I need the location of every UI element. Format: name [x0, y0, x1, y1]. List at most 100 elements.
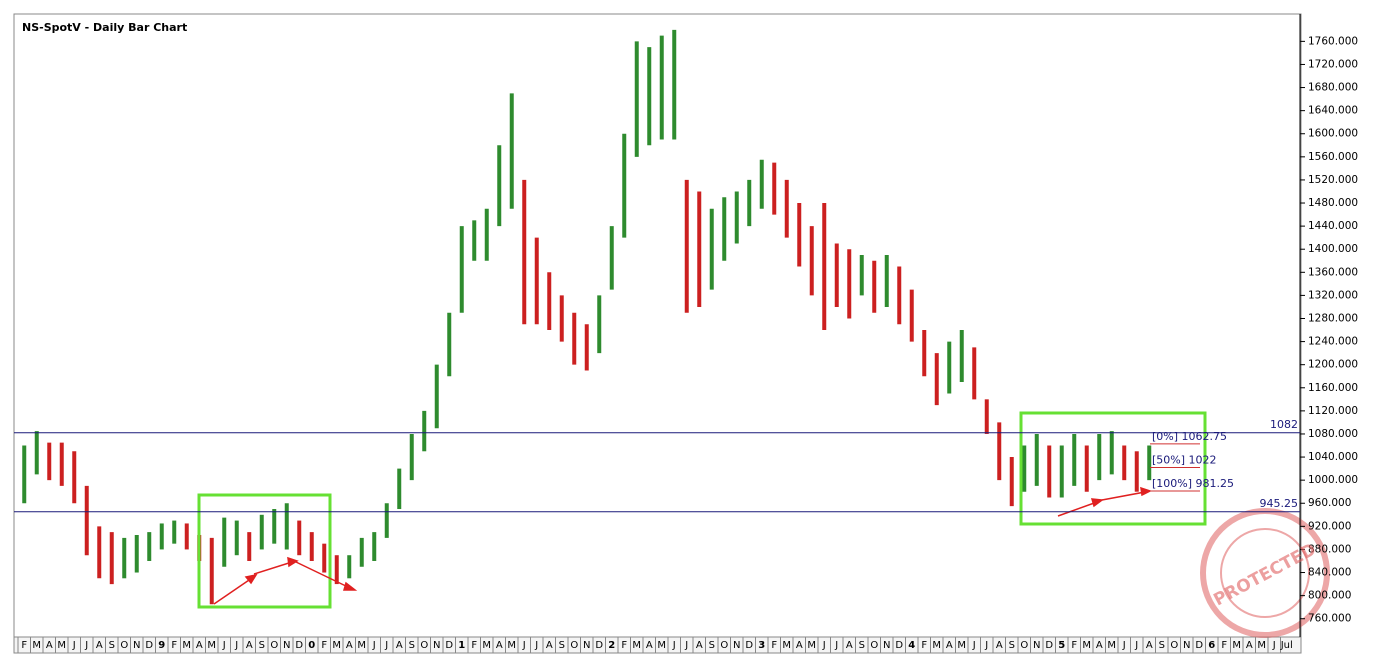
x-tick-label: 2	[608, 640, 615, 651]
x-tick-label: O	[1170, 640, 1178, 651]
y-tick-label: 760.000	[1308, 613, 1351, 625]
x-tick-label: M	[357, 640, 366, 651]
x-tick-label: J	[972, 640, 976, 651]
x-tick-label: A	[1246, 640, 1253, 651]
x-tick-label: A	[196, 640, 203, 651]
x-tick-label: 9	[158, 640, 165, 651]
x-tick-label: 6	[1208, 640, 1215, 651]
x-tick-label: M	[32, 640, 41, 651]
fib-label: [100%] 981.25	[1152, 477, 1234, 490]
x-tick-label: M	[207, 640, 216, 651]
x-tick-label: F	[171, 640, 177, 651]
x-tick-label: J	[522, 640, 526, 651]
x-tick-label: M	[1107, 640, 1116, 651]
x-tick-label: A	[96, 640, 103, 651]
x-tick-label: O	[120, 640, 128, 651]
x-tick-label: M	[657, 640, 666, 651]
x-tick-label: F	[21, 640, 27, 651]
plot-frame	[13, 13, 1302, 638]
y-tick-label: 800.000	[1308, 590, 1351, 602]
x-tick-label: M	[57, 640, 66, 651]
x-tick-label: J	[822, 640, 826, 651]
x-tick-label: S	[1159, 640, 1165, 651]
x-tick-label: F	[621, 640, 627, 651]
x-tick-label: A	[796, 640, 803, 651]
x-tick-label: O	[1020, 640, 1028, 651]
x-tick-label: O	[870, 640, 878, 651]
x-tick-label: J	[672, 640, 676, 651]
x-tick-label: J	[1134, 640, 1138, 651]
x-tick-label: A	[1096, 640, 1103, 651]
x-tick-label: D	[895, 640, 903, 651]
x-tick-label: J	[984, 640, 988, 651]
fib-level-name: [0%]	[1152, 430, 1178, 443]
y-tick-label: 1120.000	[1308, 405, 1358, 417]
x-tick-label: M	[782, 640, 791, 651]
x-tick-label: S	[409, 640, 415, 651]
x-tick-label: J	[384, 640, 388, 651]
x-tick-label: S	[109, 640, 115, 651]
x-tick-label: F	[321, 640, 327, 651]
chart-title: NS-SpotV - Daily Bar Chart	[22, 21, 187, 34]
fib-level-name: [50%]	[1152, 453, 1185, 466]
fib-level-value: 981.25	[1196, 477, 1235, 490]
arrows	[213, 486, 1152, 605]
x-tick-label: O	[270, 640, 278, 651]
y-tick-label: 1680.000	[1308, 82, 1358, 94]
x-tick-label: A	[846, 640, 853, 651]
x-tick-label: M	[182, 640, 191, 651]
fib-label: [50%] 1022	[1152, 453, 1217, 466]
x-tick-label: F	[1221, 640, 1227, 651]
x-tick-label: 5	[1058, 640, 1065, 651]
y-tick-label: 920.000	[1308, 520, 1351, 532]
x-tick-label: J	[84, 640, 88, 651]
x-tick-label: 4	[908, 640, 915, 651]
x-tick-label: J	[534, 640, 538, 651]
y-tick-label: 880.000	[1308, 543, 1351, 555]
x-tick-label: M	[1082, 640, 1091, 651]
x-tick-label: A	[996, 640, 1003, 651]
y-tick-label: 1320.000	[1308, 289, 1358, 301]
line-label: 945.25	[1260, 497, 1299, 510]
x-tick-label: A	[46, 640, 53, 651]
x-tick-label: J	[234, 640, 238, 651]
x-tick-label: N	[733, 640, 740, 651]
x-tick-label: D	[1195, 640, 1203, 651]
x-tick-label: S	[559, 640, 565, 651]
x-tick-label: M	[1232, 640, 1241, 651]
fib-label: [0%] 1062.75	[1152, 430, 1227, 443]
x-tick-label: J	[222, 640, 226, 651]
x-tick-label: D	[595, 640, 603, 651]
x-tick-label: O	[720, 640, 728, 651]
highlight-box	[197, 493, 332, 609]
y-tick-label: 1760.000	[1308, 35, 1358, 47]
x-tick-label: N	[1033, 640, 1040, 651]
watermark	[1200, 508, 1330, 638]
x-tick-label: M	[332, 640, 341, 651]
x-tick-label: F	[921, 640, 927, 651]
x-tick-label: A	[946, 640, 953, 651]
x-tick-label: F	[471, 640, 477, 651]
x-tick-label: A	[346, 640, 353, 651]
x-tick-label: O	[570, 640, 578, 651]
x-tick-label: D	[745, 640, 753, 651]
x-tick-label: A	[1146, 640, 1153, 651]
y-tick-label: 1640.000	[1308, 105, 1358, 117]
y-tick-label: 1080.000	[1308, 428, 1358, 440]
x-tick-label: J	[72, 640, 76, 651]
x-tick-label: N	[883, 640, 890, 651]
fib-level-value: 1062.75	[1182, 430, 1228, 443]
y-tick-label: 1200.000	[1308, 359, 1358, 371]
x-tick-label: M	[507, 640, 516, 651]
x-tick-label: F	[771, 640, 777, 651]
y-tick-label: 1440.000	[1308, 220, 1358, 232]
x-tick-label: M	[1257, 640, 1266, 651]
x-tick-label: J	[834, 640, 838, 651]
y-tick-label: 1360.000	[1308, 266, 1358, 278]
line-label: 1082	[1270, 418, 1298, 431]
x-tick-label: N	[583, 640, 590, 651]
x-tick-label: A	[496, 640, 503, 651]
y-tick-label: 1560.000	[1308, 151, 1358, 163]
x-tick-label: J	[372, 640, 376, 651]
